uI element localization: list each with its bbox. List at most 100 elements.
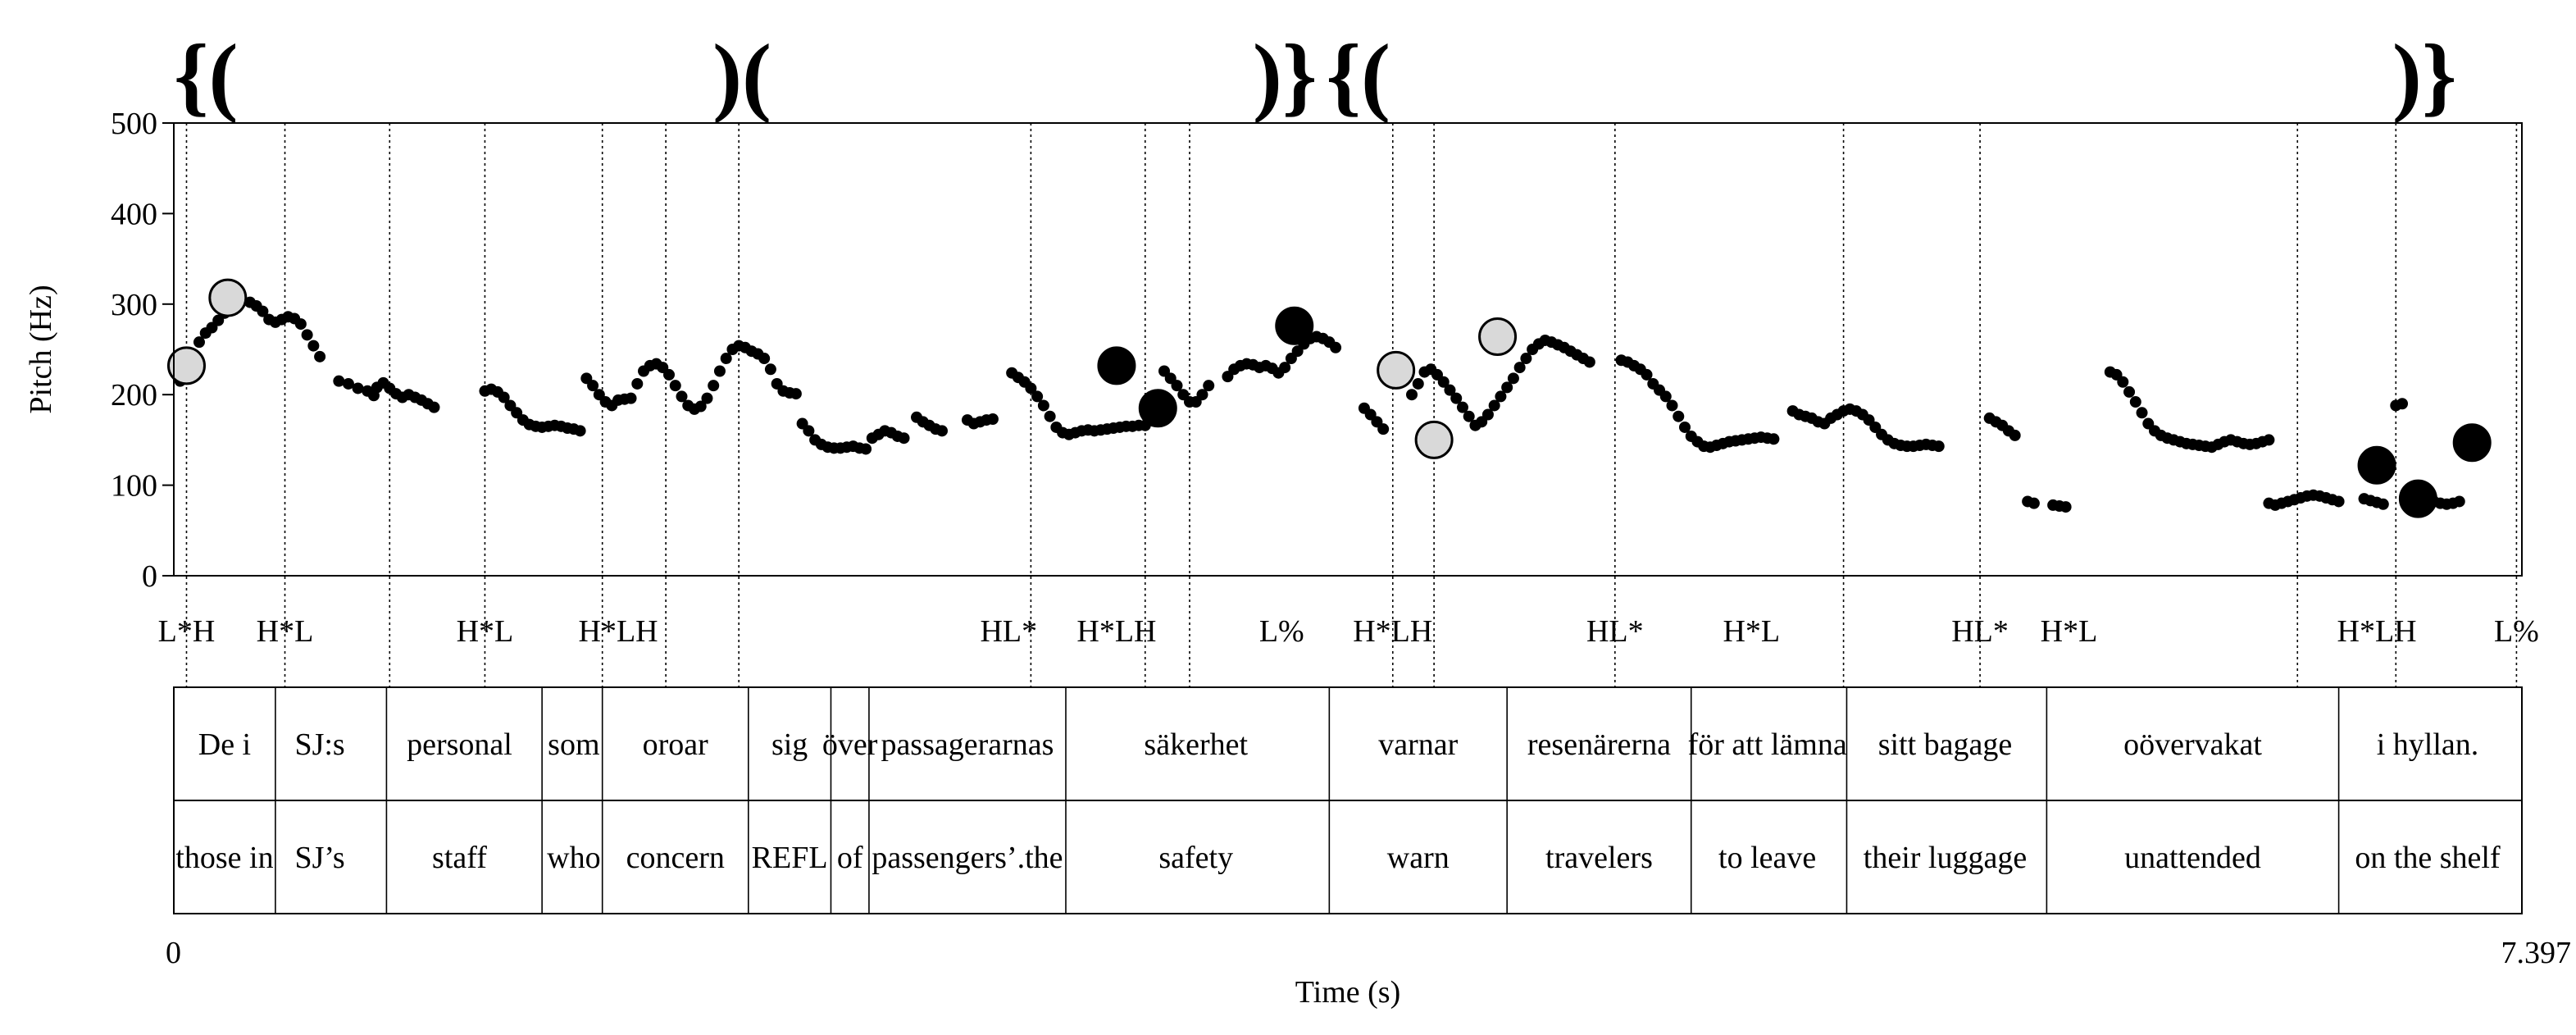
phrase-bracket: )(	[712, 27, 771, 125]
pitch-point	[1377, 423, 1390, 435]
pitch-point	[663, 368, 676, 381]
pitch-point	[1025, 382, 1037, 394]
tone-label: HL*	[980, 614, 1037, 649]
pitch-point	[758, 353, 771, 365]
pitch-point	[803, 425, 815, 437]
word-label: personal	[407, 727, 512, 762]
gloss-label: concern	[626, 841, 725, 875]
pitch-point	[986, 413, 999, 426]
pitch-point	[676, 390, 688, 403]
pitch-point	[1196, 389, 1208, 401]
pitch-point	[669, 380, 681, 392]
word-label: oövervakat	[2123, 727, 2262, 762]
pitch-point	[2123, 385, 2136, 398]
word-label: oroar	[643, 727, 709, 762]
pitch-point	[790, 388, 802, 400]
y-tick-label: 500	[111, 107, 157, 141]
gloss-label: passengers’.the	[872, 841, 1063, 875]
pitch-point	[1768, 433, 1780, 445]
pitch-point	[694, 400, 707, 413]
tone-label: H*L	[1723, 614, 1780, 649]
y-tick-label: 400	[111, 197, 157, 231]
pitch-point	[1678, 421, 1691, 433]
pitch-points	[174, 296, 2465, 513]
pitch-point	[428, 401, 440, 413]
plot-frame	[173, 122, 2523, 577]
tone-label: L%	[2494, 614, 2539, 649]
pitch-point	[1501, 381, 1513, 394]
pitch-point	[257, 305, 269, 317]
pitch-point	[1444, 384, 1456, 396]
pitch-point	[713, 365, 726, 377]
gloss-label: travelers	[1545, 841, 1653, 875]
pitch-point	[2117, 376, 2129, 388]
tonal-target-marker	[1377, 350, 1416, 390]
pitch-point	[1932, 440, 1945, 453]
pitch-point	[935, 425, 948, 437]
gloss-label: who	[547, 841, 600, 875]
pitch-point	[333, 375, 345, 387]
tone-label: L%	[1259, 614, 1304, 649]
pitch-point	[1330, 341, 1342, 353]
pitch-point	[2059, 501, 2072, 513]
pitch-point	[708, 380, 720, 392]
pitch-point	[1406, 389, 1418, 401]
pitch-point	[1583, 356, 1595, 368]
word-label: resenärerna	[1527, 727, 1671, 762]
tonal-target-marker	[1097, 346, 1136, 385]
word-label: sitt bagage	[1878, 727, 2013, 762]
pitch-point	[764, 363, 776, 376]
y-axis: 0 100 200 300 400 500	[111, 107, 174, 594]
pitch-point	[1437, 376, 1450, 388]
tone-label: H*L	[257, 614, 314, 649]
word-label: för att lämna	[1688, 727, 1847, 762]
tone-label: H*L	[457, 614, 514, 649]
pitch-point	[625, 392, 637, 404]
tonal-target-marker	[1414, 420, 1454, 459]
pitch-point	[2136, 407, 2148, 419]
tone-label: H*LH	[1353, 614, 1432, 649]
tone-label: H*LH	[579, 614, 658, 649]
y-tick-label: 0	[142, 559, 157, 594]
pitch-point	[301, 329, 313, 341]
word-label: som	[548, 727, 599, 762]
gloss-label: staff	[432, 841, 487, 875]
tonal-target-marker	[1138, 389, 1177, 428]
pitch-point	[2129, 396, 2141, 408]
phrase-bracket: {(	[174, 27, 239, 125]
tonal-target-marker	[208, 278, 248, 317]
gloss-label: SJ’s	[294, 841, 344, 875]
pitch-point	[1412, 377, 1424, 390]
pitch-point	[294, 318, 307, 331]
pitch-point	[2396, 398, 2409, 410]
pitch-point	[720, 353, 732, 365]
phrase-bracket: )}	[2392, 27, 2457, 125]
tone-tier: L*H H*L H*L H*LH HL* H*LH L% H*LH HL* H*L HL* H*L H*…	[158, 614, 2539, 688]
gloss-label: on the shelf	[2355, 841, 2501, 875]
tone-label: H*L	[2041, 614, 2098, 649]
gloss-label: safety	[1158, 841, 1233, 875]
word-label: passagerarnas	[881, 727, 1054, 762]
pitch-point	[193, 336, 205, 349]
x-axis: 0 7.397	[166, 936, 2571, 970]
pitch-point	[1203, 380, 1215, 392]
word-label: De i	[198, 727, 251, 762]
pitch-point	[1520, 353, 1532, 365]
tone-label: L*H	[158, 614, 216, 649]
gloss-label: REFL	[752, 841, 828, 875]
pitch-point	[307, 340, 320, 352]
word-label: i hyllan.	[2377, 727, 2479, 762]
tonal-target-marker	[2452, 423, 2492, 463]
pitch-point	[498, 391, 510, 404]
pitch-point	[631, 377, 644, 390]
word-label: sig	[771, 727, 808, 762]
gloss-label: of	[837, 841, 863, 875]
pitch-point	[2009, 429, 2021, 441]
y-tick-label: 100	[111, 469, 157, 504]
pitch-point	[1481, 408, 1494, 421]
pitch-point	[898, 432, 910, 445]
tonal-target-marker	[1478, 317, 1518, 357]
pitch-plot	[166, 122, 2523, 687]
word-label: varnar	[1378, 727, 1458, 762]
